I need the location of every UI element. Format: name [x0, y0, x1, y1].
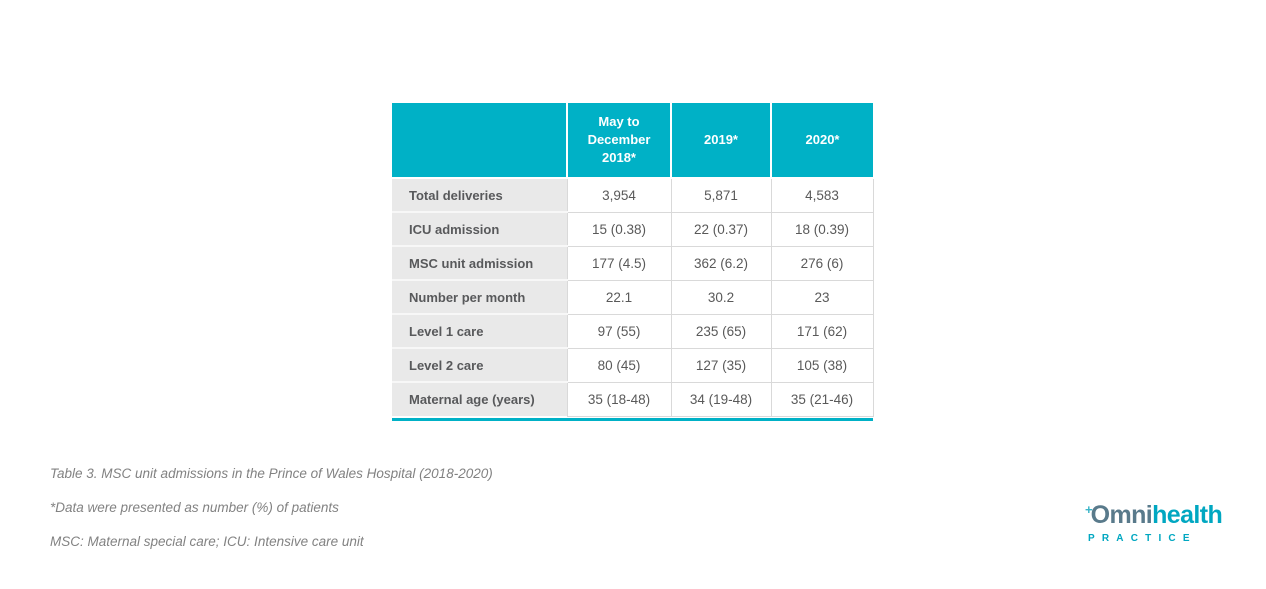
- omnihealth-logo: +Omnihealth PRACTICE: [1085, 501, 1223, 545]
- row-label-icu-admission: ICU admission: [392, 211, 567, 246]
- cell: 35 (21-46): [770, 381, 874, 417]
- msc-admissions-table: May to December 2018* 2019* 2020* Total …: [392, 103, 874, 421]
- cell: 5,871: [670, 177, 772, 213]
- cell: 34 (19-48): [670, 381, 772, 417]
- cell: 4,583: [770, 177, 874, 213]
- cell: 362 (6.2): [670, 245, 772, 281]
- caption-block: Table 3. MSC unit admissions in the Prin…: [50, 467, 493, 569]
- cell: 22.1: [566, 279, 672, 315]
- cell: 97 (55): [566, 313, 672, 349]
- plus-icon: +: [1085, 502, 1093, 517]
- logo-subtitle: PRACTICE: [1088, 533, 1197, 544]
- cell: 105 (38): [770, 347, 874, 383]
- cell: 171 (62): [770, 313, 874, 349]
- header-row: May to December 2018* 2019* 2020*: [392, 103, 873, 179]
- cell: 22 (0.37): [670, 211, 772, 247]
- header-corner-cell: [392, 103, 567, 179]
- data-table: May to December 2018* 2019* 2020* Total …: [392, 103, 874, 417]
- cell: 18 (0.39): [770, 211, 874, 247]
- cell: 30.2: [670, 279, 772, 315]
- cell: 235 (65): [670, 313, 772, 349]
- row-label-level-1-care: Level 1 care: [392, 313, 567, 348]
- table-row: Maternal age (years) 35 (18-48) 34 (19-4…: [392, 381, 874, 417]
- cell: 177 (4.5): [566, 245, 672, 281]
- cell: 276 (6): [770, 245, 874, 281]
- header-col-2019: 2019*: [670, 103, 771, 179]
- cell: 15 (0.38): [566, 211, 672, 247]
- cell: 35 (18-48): [566, 381, 672, 417]
- logo-text-omni: Omni: [1090, 501, 1153, 529]
- row-label-total-deliveries: Total deliveries: [392, 177, 567, 212]
- table-row: Number per month 22.1 30.2 23: [392, 279, 874, 315]
- row-label-msc-unit-admission: MSC unit admission: [392, 245, 567, 280]
- table-row: ICU admission 15 (0.38) 22 (0.37) 18 (0.…: [392, 211, 874, 247]
- cell: 80 (45): [566, 347, 672, 383]
- table-caption: Table 3. MSC unit admissions in the Prin…: [50, 466, 493, 481]
- table-row: MSC unit admission 177 (4.5) 362 (6.2) 2…: [392, 245, 874, 281]
- logo-text-health: health: [1152, 501, 1223, 529]
- row-label-maternal-age: Maternal age (years): [392, 381, 567, 416]
- header-col-may-dec-2018: May to December 2018*: [566, 103, 671, 179]
- cell: 23: [770, 279, 874, 315]
- table-row: Level 1 care 97 (55) 235 (65) 171 (62): [392, 313, 874, 349]
- logo-wordmark: +Omnihealth: [1085, 501, 1223, 532]
- row-label-number-per-month: Number per month: [392, 279, 567, 314]
- table-row: Level 2 care 80 (45) 127 (35) 105 (38): [392, 347, 874, 383]
- footnote-abbreviations: MSC: Maternal special care; ICU: Intensi…: [50, 534, 364, 549]
- cell: 127 (35): [670, 347, 772, 383]
- header-col-2020: 2020*: [770, 103, 873, 179]
- row-label-level-2-care: Level 2 care: [392, 347, 567, 382]
- footnote-data-presentation: *Data were presented as number (%) of pa…: [50, 500, 339, 515]
- cell: 3,954: [566, 177, 672, 213]
- table-row: Total deliveries 3,954 5,871 4,583: [392, 177, 874, 213]
